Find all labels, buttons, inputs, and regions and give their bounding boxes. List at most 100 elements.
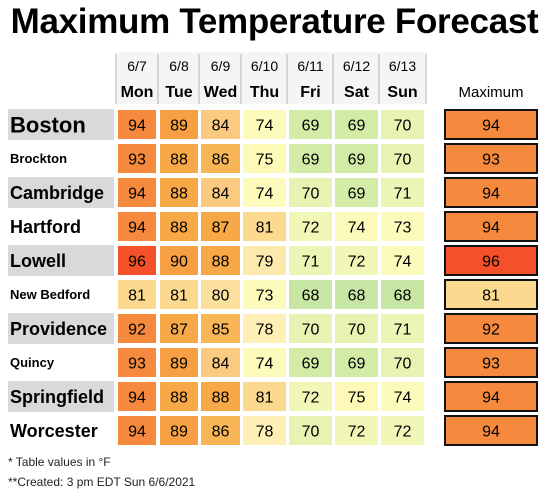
temp-value: 81 (256, 390, 274, 407)
max-value: 94 (482, 220, 500, 237)
city-label: Quincy (10, 355, 55, 370)
max-cell (444, 109, 538, 140)
temp-value: 88 (170, 186, 188, 203)
temp-value: 73 (394, 220, 412, 237)
temp-cell (381, 280, 424, 309)
temp-value: 70 (394, 152, 412, 169)
temp-cell (381, 178, 424, 207)
temp-value: 88 (170, 152, 188, 169)
temp-value: 68 (302, 288, 320, 305)
temp-cell (118, 246, 156, 275)
temp-cell (118, 382, 156, 411)
temp-cell (243, 246, 286, 275)
chart-title: Maximum Temperature Forecast (10, 2, 539, 41)
temp-value: 74 (256, 356, 274, 373)
max-value: 81 (482, 288, 500, 305)
temp-cell (289, 280, 332, 309)
temp-cell (160, 280, 198, 309)
temp-value: 85 (212, 322, 230, 339)
temp-value: 72 (302, 390, 320, 407)
temp-value: 70 (394, 356, 412, 373)
temp-value: 74 (394, 390, 412, 407)
temp-value: 74 (256, 186, 274, 203)
max-cell (444, 313, 538, 344)
temp-cell (160, 314, 198, 343)
temp-cell (201, 382, 240, 411)
temp-cell (201, 212, 240, 241)
temp-cell (201, 178, 240, 207)
temp-value: 78 (256, 424, 274, 441)
city-label: Springfield (10, 387, 104, 407)
temp-cell (160, 348, 198, 377)
temp-cell (381, 110, 424, 139)
temp-cell (201, 416, 240, 445)
temp-value: 74 (348, 220, 366, 237)
temp-cell (160, 416, 198, 445)
temp-value: 94 (128, 186, 146, 203)
temp-value: 78 (256, 322, 274, 339)
temp-value: 88 (212, 390, 230, 407)
temp-cell (335, 178, 378, 207)
day-header: Tue (165, 84, 192, 101)
temp-value: 89 (170, 356, 188, 373)
temp-value: 71 (394, 322, 412, 339)
temp-cell (243, 178, 286, 207)
max-cell (444, 211, 538, 242)
temp-value: 72 (394, 424, 412, 441)
max-value: 93 (482, 356, 500, 373)
date-header: 6/7 (127, 58, 147, 74)
temp-cell (335, 416, 378, 445)
city-label-bg (8, 381, 114, 412)
temp-cell (243, 280, 286, 309)
temp-value: 93 (128, 356, 146, 373)
date-header: 6/10 (251, 58, 278, 74)
temp-cell (289, 144, 332, 173)
temp-cell (118, 314, 156, 343)
temp-cell (289, 314, 332, 343)
temp-value: 68 (394, 288, 412, 305)
temp-value: 70 (302, 186, 320, 203)
max-cell (444, 347, 538, 378)
temp-cell (289, 382, 332, 411)
day-header: Sun (387, 84, 417, 101)
date-header: 6/8 (169, 58, 189, 74)
temp-cell (118, 416, 156, 445)
temp-value: 70 (302, 424, 320, 441)
temp-cell (381, 314, 424, 343)
temp-cell (118, 280, 156, 309)
temp-cell (289, 178, 332, 207)
city-label: Cambridge (10, 183, 104, 203)
temp-cell (335, 348, 378, 377)
temp-cell (243, 382, 286, 411)
temp-value: 94 (128, 424, 146, 441)
date-header: 6/12 (343, 58, 370, 74)
temp-value: 69 (348, 356, 366, 373)
temp-cell (335, 246, 378, 275)
temp-cell (381, 144, 424, 173)
date-header: 6/13 (389, 58, 416, 74)
maximum-header: Maximum (458, 84, 523, 101)
city-label: Brockton (10, 151, 67, 166)
temp-value: 74 (256, 118, 274, 135)
temp-value: 86 (212, 424, 230, 441)
date-header: 6/9 (211, 58, 231, 74)
day-header: Mon (121, 84, 154, 101)
max-cell (444, 177, 538, 208)
units-note: * Table values in °F (8, 455, 111, 469)
city-label: Boston (10, 112, 86, 137)
temp-cell (160, 144, 198, 173)
max-value: 94 (482, 118, 500, 135)
day-header: Wed (204, 84, 237, 101)
date-header: 6/11 (297, 58, 323, 74)
city-label: Providence (10, 319, 107, 339)
temp-value: 71 (302, 254, 320, 271)
max-value: 94 (482, 186, 500, 203)
temp-value: 69 (348, 152, 366, 169)
temp-cell (118, 178, 156, 207)
temp-value: 80 (212, 288, 230, 305)
temp-value: 70 (394, 118, 412, 135)
temp-value: 86 (212, 152, 230, 169)
max-cell (444, 245, 538, 276)
temp-value: 84 (212, 356, 230, 373)
